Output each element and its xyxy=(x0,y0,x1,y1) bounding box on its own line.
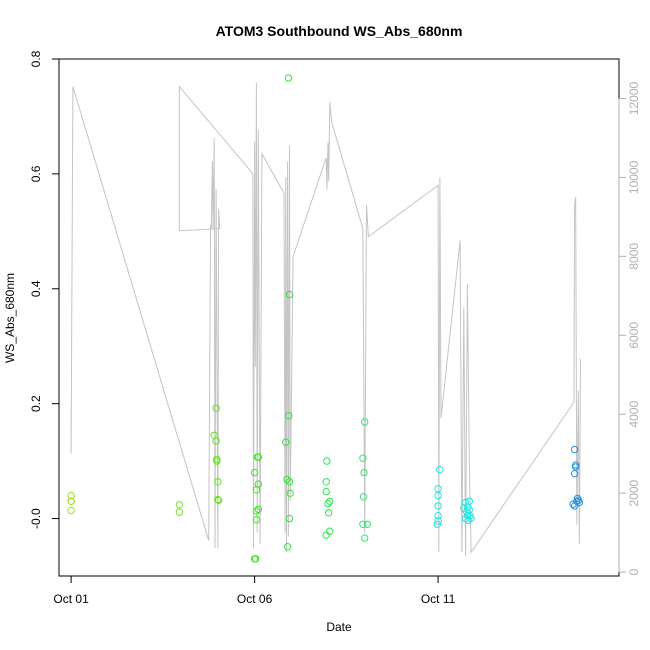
plot-frame xyxy=(58,58,620,577)
data-point xyxy=(322,531,330,539)
data-point xyxy=(360,468,368,477)
data-point xyxy=(285,514,294,523)
data-point xyxy=(322,487,330,496)
data-point xyxy=(252,555,260,563)
data-point xyxy=(213,457,221,465)
data-point xyxy=(212,404,220,412)
data-point xyxy=(250,468,259,477)
chart-title: ATOM3 Southbound WS_Abs_680nm xyxy=(216,23,463,39)
data-point xyxy=(434,485,442,493)
data-point xyxy=(282,438,290,446)
data-point xyxy=(434,512,442,520)
right-axis-series-line xyxy=(70,82,581,557)
data-point xyxy=(214,496,223,504)
data-point xyxy=(572,461,580,469)
data-point xyxy=(570,470,579,478)
x-tick-label: Oct 06 xyxy=(237,592,273,606)
data-point xyxy=(283,475,291,484)
y-tick-label: 0.2 xyxy=(29,395,43,412)
data-point xyxy=(254,505,262,514)
data-point xyxy=(254,453,262,461)
data-point xyxy=(67,506,75,515)
data-point xyxy=(254,480,262,488)
data-point xyxy=(67,491,75,500)
data-point xyxy=(433,520,441,528)
data-point xyxy=(322,478,330,486)
data-point xyxy=(285,478,294,486)
y-tick-label: 0.8 xyxy=(29,50,43,67)
data-point xyxy=(434,517,442,525)
data-point xyxy=(461,498,470,507)
data-point xyxy=(434,502,442,510)
data-point xyxy=(436,466,444,474)
data-point xyxy=(326,497,334,505)
y-tick-label: 0.4 xyxy=(29,280,43,297)
data-point xyxy=(359,520,367,528)
data-point xyxy=(434,491,442,500)
data-point xyxy=(175,501,184,509)
data-point xyxy=(214,495,222,504)
y-tick-label: 0.6 xyxy=(29,165,43,182)
right-axis-tick-label: 8000 xyxy=(627,243,641,270)
data-point xyxy=(326,527,334,535)
line-series-layer xyxy=(70,82,581,557)
data-point xyxy=(359,454,367,462)
data-point xyxy=(361,534,369,542)
data-point xyxy=(324,499,332,508)
x-axis-label: Date xyxy=(326,620,352,634)
right-axis-tick-label: 4000 xyxy=(627,401,641,428)
right-axis-tick-label: 0 xyxy=(627,568,641,575)
data-point xyxy=(286,489,294,497)
data-point xyxy=(283,543,292,551)
data-point xyxy=(323,457,331,465)
data-point xyxy=(284,74,293,82)
scatter-points-layer xyxy=(67,74,584,563)
data-point xyxy=(463,503,472,511)
data-point xyxy=(214,478,222,486)
y-tick-label: -0.0 xyxy=(29,508,43,529)
data-point xyxy=(285,412,293,420)
right-axis-tick-label: 10000 xyxy=(627,160,641,194)
data-point xyxy=(325,509,333,517)
data-point xyxy=(361,418,369,426)
data-point xyxy=(252,516,261,524)
data-point xyxy=(252,507,261,515)
data-point xyxy=(67,497,75,505)
data-point xyxy=(175,508,184,516)
data-point xyxy=(573,494,582,503)
data-point xyxy=(575,498,584,507)
right-axis-tick-label: 6000 xyxy=(627,322,641,349)
x-tick-label: Oct 01 xyxy=(53,592,89,606)
data-point xyxy=(464,516,472,524)
data-point xyxy=(212,437,220,445)
data-point xyxy=(285,290,294,299)
axes-layer: Oct 01 Oct 06 Oct 11 -0.0 0.2 0.4 0.6 0.8 0 2000 4… xyxy=(29,50,641,606)
right-axis-tick-label: 12000 xyxy=(627,81,641,115)
x-tick-label: Oct 11 xyxy=(421,592,456,606)
data-point xyxy=(570,445,579,454)
data-point xyxy=(359,493,368,501)
y-axis-label: WS_Abs_680nm xyxy=(3,273,17,363)
data-point xyxy=(570,502,579,510)
data-point xyxy=(363,520,371,528)
right-axis-tick-label: 2000 xyxy=(627,479,641,506)
